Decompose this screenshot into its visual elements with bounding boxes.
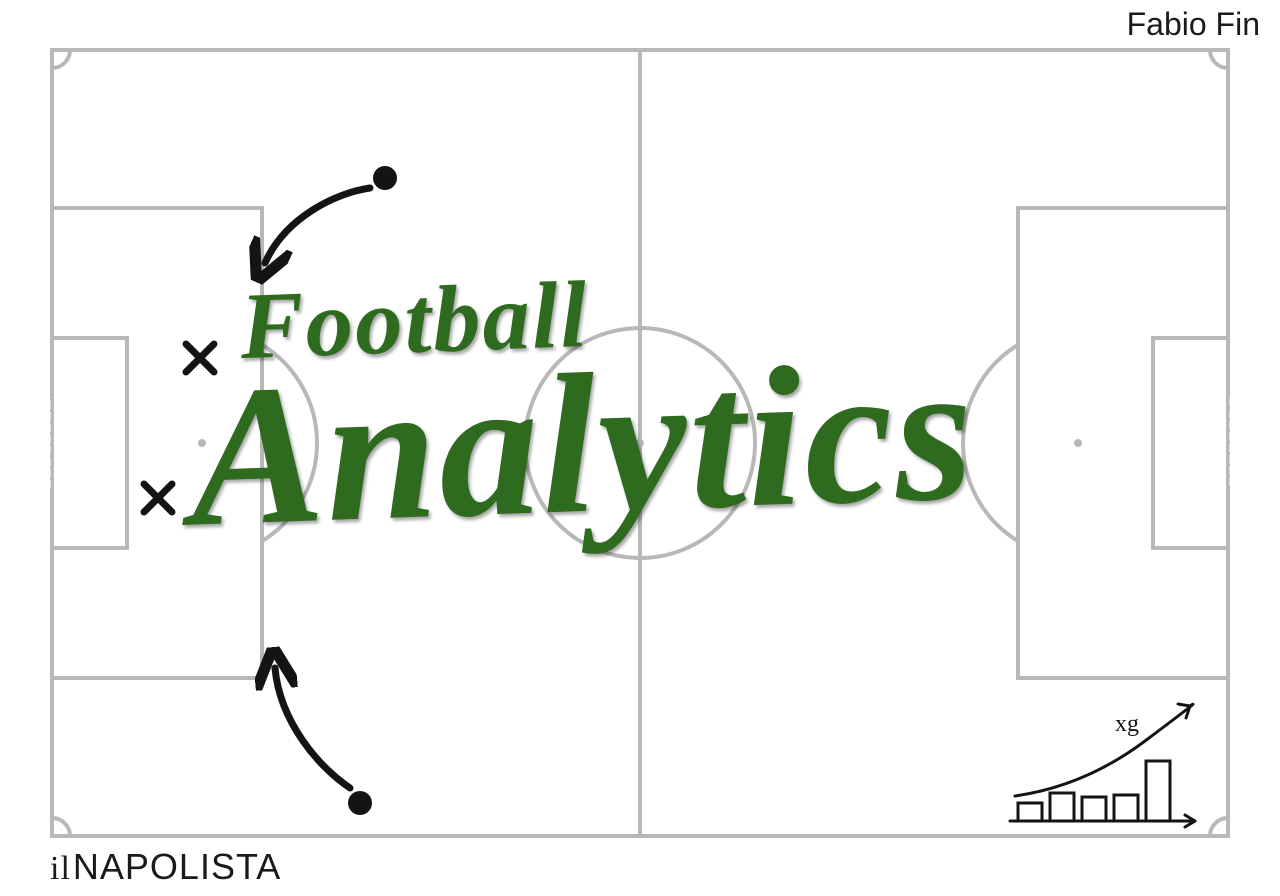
brand-prefix: il [50,850,71,887]
xg-label: xg [1115,711,1139,737]
xg-mini-chart: xg [995,686,1205,836]
brand-name: NAPOLISTA [73,846,281,887]
xg-chart-svg: xg [995,686,1205,836]
brand-label: ilNAPOLISTA [50,846,281,888]
author-label: Fabio Fin [1127,6,1260,43]
